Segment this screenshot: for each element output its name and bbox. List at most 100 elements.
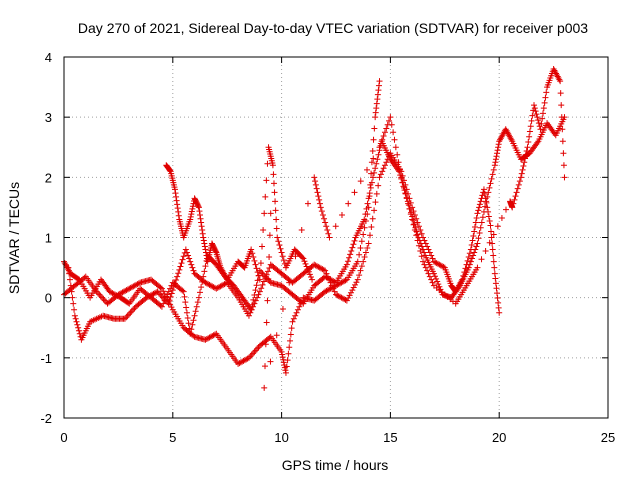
data-point [475, 207, 482, 214]
data-point [373, 100, 380, 107]
data-point [182, 299, 189, 306]
x-tick-label: 20 [492, 430, 506, 445]
data-point [183, 304, 190, 311]
data-point [189, 203, 196, 210]
data-point [351, 237, 358, 244]
data-point [182, 246, 189, 253]
data-point [478, 219, 485, 226]
data-point [266, 232, 273, 239]
data-point [287, 331, 294, 338]
data-point [491, 162, 498, 169]
data-point [348, 248, 355, 255]
data-point [519, 166, 526, 173]
data-point [358, 238, 365, 245]
data-point [316, 196, 323, 203]
data-point [275, 238, 282, 245]
data-point [356, 251, 363, 258]
data-point [317, 204, 324, 211]
data-point [373, 160, 380, 167]
data-point [160, 288, 167, 295]
y-tick-label: 2 [45, 170, 52, 185]
data-point [557, 78, 564, 85]
data-point [75, 324, 82, 331]
data-point [440, 263, 447, 270]
data-point [174, 273, 181, 280]
data-point [351, 189, 358, 196]
data-point [368, 223, 375, 230]
data-point [184, 314, 191, 321]
data-point [366, 190, 373, 197]
data-point [342, 277, 349, 284]
data-point [312, 181, 319, 188]
data-point [280, 257, 287, 264]
data-point [211, 331, 218, 338]
data-point [481, 190, 488, 197]
data-point [374, 91, 381, 98]
data-point [414, 237, 421, 244]
data-point [401, 184, 407, 191]
data-point [161, 297, 168, 304]
data-point [191, 312, 198, 319]
data-point [371, 207, 378, 214]
data-point [526, 128, 533, 135]
data-point [288, 325, 295, 332]
data-point [406, 205, 413, 212]
data-point [128, 308, 135, 315]
data-point [484, 193, 491, 200]
data-point [350, 241, 357, 248]
data-point [75, 275, 82, 282]
y-tick-label: 3 [45, 110, 52, 125]
data-point [315, 193, 322, 200]
data-point [179, 287, 186, 294]
data-point [494, 147, 501, 154]
data-point [201, 240, 208, 247]
data-point [343, 297, 350, 304]
data-point [477, 198, 484, 205]
data-point [158, 285, 165, 292]
data-point [261, 210, 268, 217]
data-point [558, 114, 565, 121]
data-point [360, 231, 367, 238]
y-tick-label: 1 [45, 231, 52, 246]
data-point [300, 255, 307, 262]
data-point [299, 254, 306, 261]
data-point [350, 284, 357, 291]
data-point [73, 318, 80, 325]
data-point [422, 264, 429, 271]
data-point [465, 254, 472, 261]
data-point [284, 357, 291, 364]
data-point [410, 221, 417, 228]
data-point [158, 303, 165, 310]
data-point [185, 320, 192, 327]
data-point [259, 281, 266, 288]
data-point [201, 243, 208, 250]
data-point [415, 223, 422, 230]
data-point [100, 296, 107, 303]
data-point [560, 162, 567, 169]
data-point [489, 171, 496, 178]
data-point [202, 263, 209, 270]
data-point [195, 294, 202, 301]
data-point [70, 300, 77, 307]
data-point [304, 266, 311, 273]
data-point [511, 196, 518, 203]
data-point [387, 114, 394, 121]
data-point [435, 281, 442, 288]
data-point [380, 132, 387, 139]
data-point [376, 174, 383, 181]
data-point [496, 309, 503, 316]
data-point [561, 174, 568, 181]
data-point [256, 276, 263, 283]
data-point [176, 266, 183, 273]
data-point [253, 265, 260, 272]
data-point [345, 295, 352, 302]
data-point [372, 165, 379, 172]
data-point [188, 208, 195, 215]
data-point [353, 279, 360, 286]
data-point [527, 123, 534, 130]
data-point [487, 180, 494, 187]
data-point [402, 190, 409, 197]
data-point [252, 261, 259, 268]
data-point [369, 148, 376, 155]
